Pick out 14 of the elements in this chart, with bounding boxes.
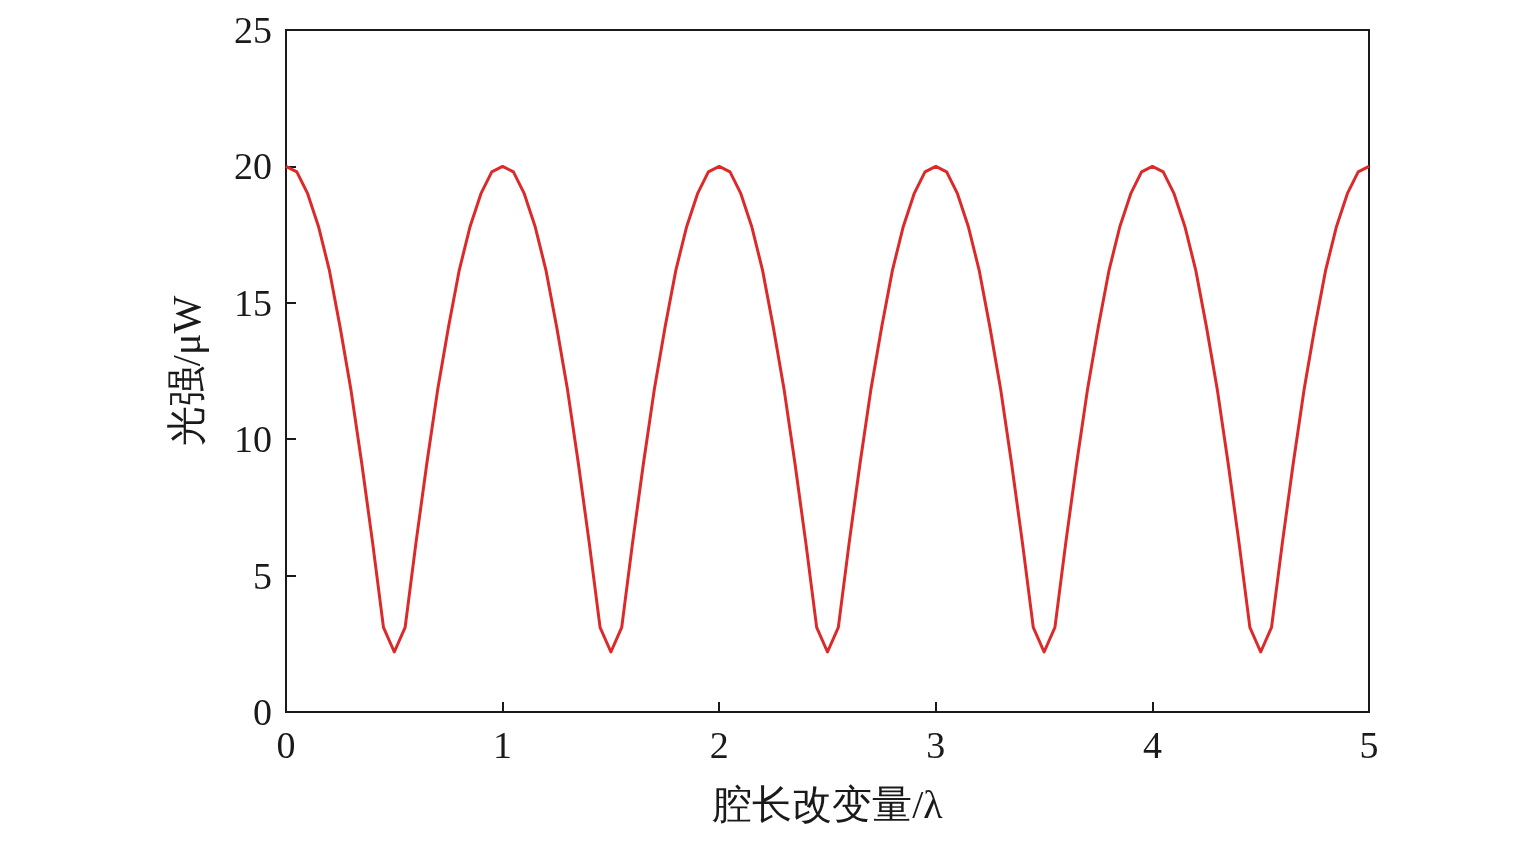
y-axis-title: 光强/μW	[163, 295, 209, 447]
x-axis-title: 腔长改变量/λ	[712, 781, 944, 827]
y-tick-label: 10	[234, 418, 272, 461]
x-tick-label: 2	[709, 724, 729, 766]
x-tick-label: 1	[493, 724, 513, 766]
x-tick-label: 4	[1142, 724, 1162, 766]
y-tick-label: 5	[253, 554, 272, 597]
y-tick-label: 20	[234, 145, 272, 188]
y-tick-label: 25	[234, 9, 272, 51]
y-tick-label: 15	[234, 281, 272, 324]
y-tick-label: 0	[253, 691, 272, 733]
line-series	[284, 164, 1371, 654]
x-tick-label: 5	[1359, 724, 1379, 766]
x-tick-label: 3	[926, 724, 946, 766]
